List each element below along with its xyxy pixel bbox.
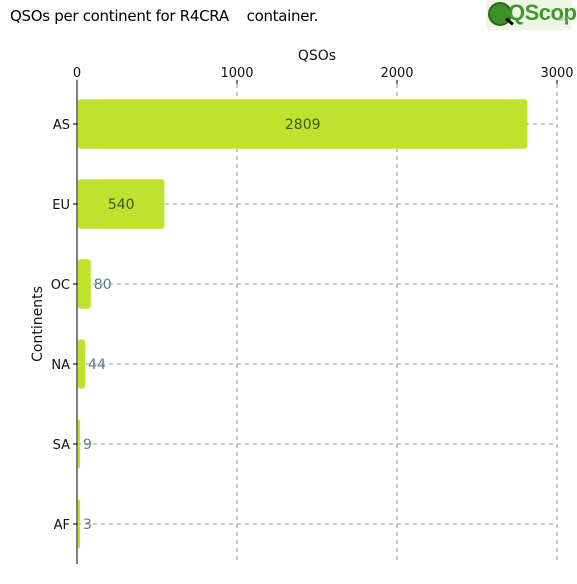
y-tick-label: OC (51, 278, 70, 293)
grid-lines (77, 84, 558, 564)
y-tick-label: AF (54, 518, 70, 533)
magnifier-icon (488, 2, 512, 26)
y-axis-label: Continents (30, 286, 46, 362)
x-tick-label: 0 (73, 66, 81, 81)
logo-suffix: .org (556, 16, 569, 23)
logo-text: QScope (508, 0, 577, 25)
y-tick-label: SA (53, 438, 70, 453)
x-axis-ticks: 0 1000 2000 3000 (73, 66, 574, 84)
y-tick-label: NA (51, 358, 70, 373)
x-tick-label: 3000 (540, 66, 573, 81)
x-axis-label: QSOs (298, 48, 336, 64)
data-label-sa: 9 (83, 437, 92, 453)
bar-sa (78, 419, 80, 469)
bar-as (78, 99, 528, 149)
bar-eu (78, 179, 165, 229)
data-label-af: 3 (83, 517, 92, 533)
x-tick-label: 2000 (380, 66, 413, 81)
bar-oc (78, 259, 91, 309)
x-tick-label: 1000 (220, 66, 253, 81)
data-label-as: 2809 (285, 117, 321, 133)
y-tick-label: AS (53, 118, 70, 133)
data-label-oc: 80 (94, 277, 112, 293)
bars: 2809 540 80 44 9 3 (78, 99, 528, 549)
chart-title: QSOs per continent for R4CRA container. (10, 7, 319, 25)
bar-af (78, 499, 80, 549)
data-label-eu: 540 (108, 197, 135, 213)
bar-na (78, 339, 86, 389)
data-label-na: 44 (88, 357, 106, 373)
y-axis-ticks: AS EU OC NA SA AF (51, 118, 77, 533)
qscope-logo[interactable]: QScope .org (486, 0, 577, 30)
y-tick-label: EU (52, 198, 70, 213)
